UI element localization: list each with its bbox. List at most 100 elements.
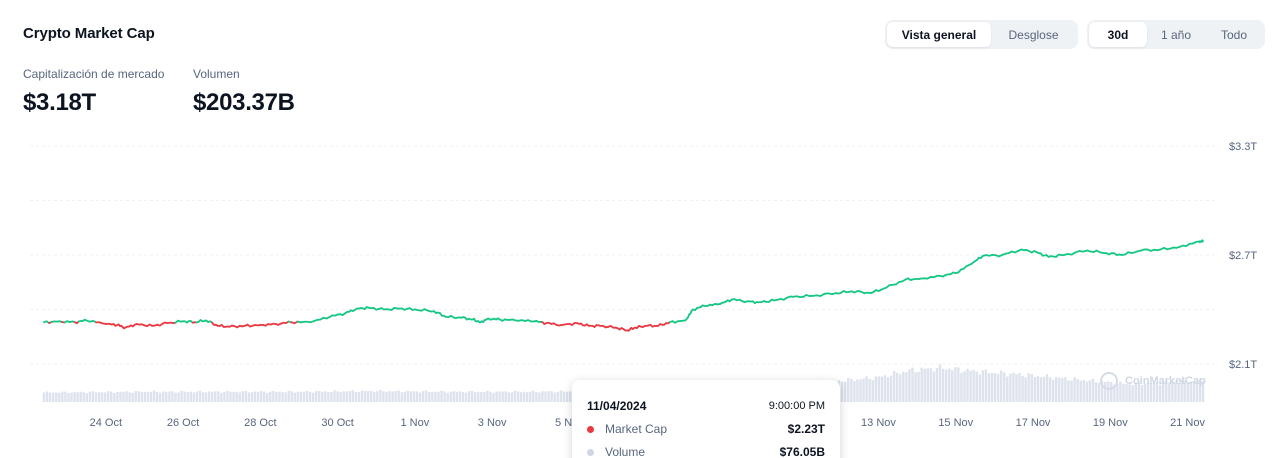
volume-bar — [327, 392, 330, 402]
volume-bar — [214, 391, 217, 402]
volume-bar — [473, 392, 477, 402]
volume-bar — [253, 391, 257, 402]
volume-bar — [1073, 377, 1076, 402]
volume-bar — [232, 391, 235, 402]
volume-bar — [226, 390, 229, 402]
volume-bar — [189, 391, 192, 402]
volume-bar — [914, 372, 917, 402]
volume-bar — [990, 372, 994, 402]
volume-bar — [48, 392, 52, 402]
volume-bar — [926, 368, 929, 402]
volume-bar — [241, 391, 244, 402]
volume-bar — [137, 391, 140, 402]
volume-bar — [1021, 375, 1024, 402]
volume-bar — [883, 375, 887, 402]
volume-bar — [1039, 377, 1043, 402]
volume-bar — [400, 392, 403, 402]
volume-bar — [428, 391, 431, 402]
tab-vista-general[interactable]: Vista general — [887, 22, 991, 47]
volume-bar — [70, 392, 73, 402]
volume-bar — [905, 372, 908, 402]
volume-bar — [45, 391, 49, 402]
volume-bar — [345, 391, 348, 402]
volume-bar — [550, 391, 553, 402]
volume-bar — [388, 391, 391, 402]
volume-bar — [969, 370, 972, 402]
volume-bar — [168, 391, 171, 402]
volume-bar — [559, 390, 563, 402]
volume-bar — [247, 392, 251, 402]
volume-bar — [957, 367, 960, 402]
volume-bar — [1076, 379, 1079, 402]
volume-bar — [862, 378, 865, 402]
volume-bar — [366, 391, 370, 402]
volume-bar — [1186, 383, 1189, 402]
tooltip-volume-value: $76.05B — [779, 445, 825, 458]
volume-bar — [314, 391, 318, 402]
volume-bar — [406, 390, 410, 402]
volume-bar — [847, 378, 850, 402]
volume-bar — [76, 392, 79, 402]
volume-bar — [217, 391, 220, 402]
market-cap-segment — [1201, 239, 1204, 243]
volume-bar — [143, 391, 147, 402]
x-tick-label: 26 Oct — [167, 417, 199, 429]
volume-bar — [1082, 380, 1085, 402]
volume-bar — [336, 391, 339, 402]
volume-bar — [443, 391, 446, 402]
volume-bar — [183, 391, 186, 402]
volume-bar — [978, 374, 981, 402]
market-cap-dot-icon — [587, 425, 594, 433]
range-all-button[interactable]: Todo — [1220, 27, 1248, 42]
x-tick-label: 15 Nov — [938, 417, 973, 429]
tooltip-market-cap-label: Market Cap — [605, 422, 668, 436]
volume-bar — [525, 392, 529, 402]
volume-bar — [125, 391, 128, 402]
volume-bar — [853, 381, 856, 402]
volume-bar — [339, 392, 342, 402]
volume-bar — [434, 391, 437, 402]
volume-bar — [856, 379, 859, 402]
volume-bar — [895, 373, 899, 402]
market-cap-value: $3.18T — [23, 89, 96, 116]
volume-bar — [269, 391, 272, 402]
volume-bar — [235, 391, 238, 402]
volume-bar — [91, 391, 95, 402]
volume-bar — [975, 371, 978, 402]
volume-bar — [198, 390, 202, 402]
volume-bar — [333, 390, 336, 402]
volume-bar — [1192, 380, 1196, 402]
volume-bar — [302, 391, 306, 402]
volume-bar — [452, 391, 455, 402]
y-tick-label: $2.1T — [1229, 359, 1257, 371]
volume-bar — [403, 391, 407, 402]
volume-bar — [941, 368, 945, 402]
volume-bar — [908, 369, 911, 402]
volume-bar — [354, 391, 358, 402]
volume-bar — [1180, 379, 1183, 402]
volume-bar — [1036, 376, 1040, 402]
volume-bar — [1122, 383, 1125, 402]
watermark-text: CoinMarketCap — [1125, 375, 1206, 387]
volume-bar — [266, 392, 269, 402]
watermark: CoinMarketCap — [1100, 372, 1206, 390]
volume-bar — [960, 372, 963, 402]
volume-bar — [446, 392, 449, 402]
volume-bar — [1155, 382, 1159, 402]
tab-desglose[interactable]: Desglose — [1008, 27, 1059, 42]
volume-bar — [73, 391, 76, 402]
volume-bar — [966, 368, 969, 402]
volume-bar — [134, 391, 137, 402]
volume-bar — [556, 391, 559, 402]
volume-bar — [201, 392, 205, 402]
volume-bar — [1158, 384, 1162, 402]
volume-bar — [495, 391, 498, 402]
volume-bar — [61, 391, 64, 402]
volume-bar — [1174, 382, 1177, 402]
volume-bar — [275, 391, 278, 402]
tooltip-market-cap-value: $2.23T — [787, 422, 825, 436]
range-30d-button[interactable]: 30d — [1089, 22, 1147, 47]
range-1-year-button[interactable]: 1 año — [1160, 27, 1192, 42]
volume-bar — [293, 392, 296, 402]
volume-bar — [840, 381, 844, 402]
